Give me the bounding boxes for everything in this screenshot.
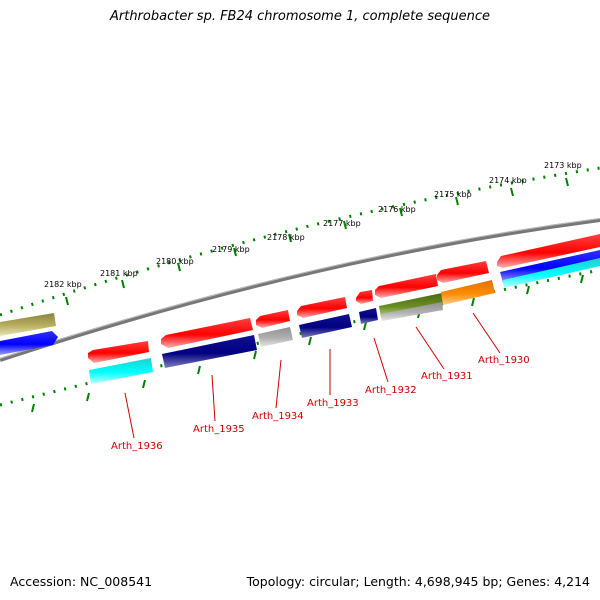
second-feature-track bbox=[0, 250, 600, 384]
label-leader-lines bbox=[124, 312, 501, 439]
gene-label[interactable]: Arth_1934 bbox=[252, 411, 304, 422]
kbp-label: 2176 kbp bbox=[378, 205, 416, 214]
gene-arrow[interactable] bbox=[497, 234, 600, 268]
kbp-label: 2181 kbp bbox=[100, 269, 138, 278]
gene-block-navy[interactable] bbox=[359, 308, 378, 324]
gene-block-cyan[interactable] bbox=[89, 358, 153, 384]
accession-text: Accession: NC_008541 bbox=[10, 574, 153, 589]
gene-label[interactable]: Arth_1932 bbox=[365, 385, 417, 396]
kbp-label: 2178 kbp bbox=[267, 233, 305, 242]
gene-block-gray[interactable] bbox=[381, 302, 443, 321]
inner-tick-ring bbox=[0, 268, 600, 407]
gene-arrow[interactable] bbox=[161, 318, 253, 348]
kbp-label: 2173 kbp bbox=[544, 161, 582, 170]
gene-block-navy[interactable] bbox=[299, 314, 352, 338]
gene-block-cyan[interactable] bbox=[503, 258, 600, 288]
gene-label[interactable]: Arth_1936 bbox=[111, 441, 163, 452]
gene-arrow[interactable] bbox=[437, 261, 489, 283]
backbone-highlight bbox=[0, 218, 600, 359]
gene-arrow[interactable] bbox=[88, 341, 149, 363]
outer-tick-ring bbox=[0, 166, 600, 317]
genome-summary-text: Topology: circular; Length: 4,698,945 bp… bbox=[246, 574, 590, 589]
outer-major-ticks bbox=[65, 177, 569, 306]
gene-arrow[interactable] bbox=[375, 274, 438, 298]
gene-label[interactable]: Arth_1931 bbox=[421, 371, 473, 382]
gene-label[interactable]: Arth_1933 bbox=[307, 398, 359, 409]
gene-block-navy[interactable] bbox=[162, 335, 257, 368]
kbp-label: 2175 kbp bbox=[434, 190, 472, 199]
gene-arrow[interactable] bbox=[297, 297, 347, 318]
inner-major-ticks bbox=[31, 274, 584, 413]
gene-arrow[interactable] bbox=[356, 290, 373, 304]
kbp-label: 2177 kbp bbox=[323, 219, 361, 228]
kbp-label: 2182 kbp bbox=[44, 280, 82, 289]
gene-block-khaki[interactable] bbox=[0, 313, 56, 336]
gene-arrow-blue[interactable] bbox=[0, 331, 58, 355]
gene-label[interactable]: Arth_1935 bbox=[193, 424, 245, 435]
kbp-label: 2179 kbp bbox=[212, 245, 250, 254]
outer-cds-track bbox=[88, 234, 600, 363]
backbone-circle-arc bbox=[0, 218, 600, 362]
kbp-label: 2174 kbp bbox=[489, 176, 527, 185]
kbp-label: 2180 kbp bbox=[156, 257, 194, 266]
gene-block-orange[interactable] bbox=[441, 280, 495, 305]
gene-arrow-blue[interactable] bbox=[500, 250, 600, 283]
gene-block-gray[interactable] bbox=[258, 327, 293, 347]
map-title: Arthrobacter sp. FB24 chromosome 1, comp… bbox=[109, 9, 491, 24]
gene-arrow[interactable] bbox=[256, 310, 290, 328]
gene-label[interactable]: Arth_1930 bbox=[478, 355, 530, 366]
